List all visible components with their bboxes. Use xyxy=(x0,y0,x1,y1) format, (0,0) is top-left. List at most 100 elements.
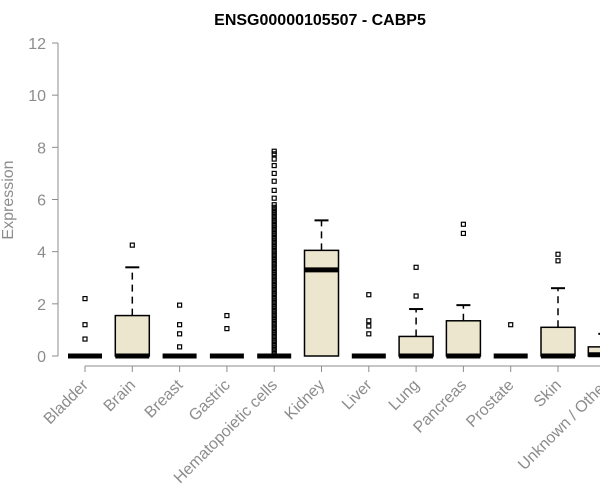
outlier-point xyxy=(271,280,277,286)
box-prostate xyxy=(493,322,528,359)
iqr-box xyxy=(398,335,434,357)
outlier-point xyxy=(271,340,277,346)
outlier-point xyxy=(177,331,183,337)
iqr-box xyxy=(114,314,151,357)
outlier-point xyxy=(271,222,277,229)
outlier-point xyxy=(271,327,277,333)
outlier-point xyxy=(271,262,277,268)
outlier-point xyxy=(271,277,277,283)
outlier-point xyxy=(460,221,466,227)
iqr-box xyxy=(587,346,600,357)
outlier-point xyxy=(271,233,277,239)
y-tick-label: 4 xyxy=(37,245,46,262)
outlier-point xyxy=(271,256,277,263)
outlier-point xyxy=(271,148,277,154)
outlier-point xyxy=(271,288,277,294)
outlier-point xyxy=(271,324,277,330)
outlier-point xyxy=(271,298,277,304)
outlier-point xyxy=(271,220,277,226)
y-tick-label: 8 xyxy=(37,140,46,157)
box-skin xyxy=(540,251,576,359)
outlier-point xyxy=(366,318,372,324)
outlier-point xyxy=(177,302,183,308)
outlier-point xyxy=(271,195,277,201)
box-bladder xyxy=(68,296,102,359)
outlier-point xyxy=(271,275,277,281)
outlier-point xyxy=(82,296,88,302)
box-brain xyxy=(114,242,151,359)
outlier-point xyxy=(271,296,277,302)
box-gastric xyxy=(209,312,244,359)
outlier-point xyxy=(271,285,277,291)
outlier-point xyxy=(271,207,277,213)
x-tick-label: Kidney xyxy=(282,377,329,424)
outlier-point xyxy=(271,342,277,349)
outlier-point xyxy=(271,272,277,278)
outlier-point xyxy=(271,293,277,299)
outlier-point xyxy=(271,301,277,307)
y-axis-label: Expression xyxy=(0,160,17,239)
outlier-point xyxy=(460,230,466,237)
outlier-point xyxy=(271,236,277,242)
iqr-box xyxy=(303,249,340,357)
outlier-point xyxy=(271,225,277,231)
outlier-point xyxy=(271,243,277,250)
outlier-point xyxy=(555,251,561,257)
outlier-point xyxy=(271,319,277,325)
outlier-point xyxy=(271,290,277,296)
y-axis: 0 2 4 6 8 10 12 xyxy=(28,36,59,366)
outlier-point xyxy=(271,332,277,338)
outlier-point xyxy=(271,228,277,234)
outlier-point xyxy=(271,162,277,169)
outlier-point xyxy=(271,238,277,244)
outlier-point xyxy=(413,293,419,299)
y-tick-label: 12 xyxy=(28,36,46,53)
outlier-point xyxy=(271,151,277,157)
x-tick-label: Brain xyxy=(101,377,139,415)
y-tick-label: 2 xyxy=(37,297,46,314)
outlier-point xyxy=(271,348,277,354)
outlier-point xyxy=(271,311,277,317)
outlier-point xyxy=(271,269,277,276)
outlier-point xyxy=(271,246,277,252)
box-unknown-other xyxy=(587,332,600,358)
x-tick-label: Breast xyxy=(142,376,187,421)
box-hematopoietic-cells xyxy=(257,148,292,359)
iqr-box xyxy=(540,326,576,357)
outlier-point xyxy=(555,258,561,264)
outlier-point xyxy=(508,322,514,328)
outlier-point xyxy=(271,215,277,221)
outlier-point xyxy=(271,337,277,343)
outlier-point xyxy=(82,336,88,342)
outlier-point xyxy=(129,242,135,248)
outlier-point xyxy=(271,345,277,351)
x-tick-label: Prostate xyxy=(463,377,517,431)
box-liver xyxy=(351,292,386,359)
outlier-point xyxy=(271,335,277,341)
y-tick-label: 10 xyxy=(28,88,46,105)
outlier-point xyxy=(366,292,372,298)
y-tick-label: 0 xyxy=(37,349,46,366)
outlier-point xyxy=(271,156,277,162)
outlier-point xyxy=(224,326,230,332)
outlier-point xyxy=(271,314,277,320)
outlier-point xyxy=(271,329,277,336)
x-tick-label: Liver xyxy=(339,376,376,413)
outlier-point xyxy=(177,344,183,350)
outlier-point xyxy=(271,178,277,184)
outlier-point xyxy=(271,202,277,208)
outlier-point xyxy=(271,217,277,223)
box-lung xyxy=(398,264,434,359)
outlier-point xyxy=(177,322,183,328)
outlier-point xyxy=(224,312,230,319)
box-breast xyxy=(162,302,197,359)
outlier-point xyxy=(271,282,277,289)
chart-title: ENSG00000105507 - CABP5 xyxy=(214,12,426,29)
outlier-point xyxy=(366,323,372,329)
outlier-point xyxy=(271,254,277,260)
outlier-point xyxy=(271,209,277,216)
outlier-point xyxy=(271,259,277,265)
outlier-point xyxy=(271,230,277,237)
outlier-point xyxy=(271,316,277,323)
